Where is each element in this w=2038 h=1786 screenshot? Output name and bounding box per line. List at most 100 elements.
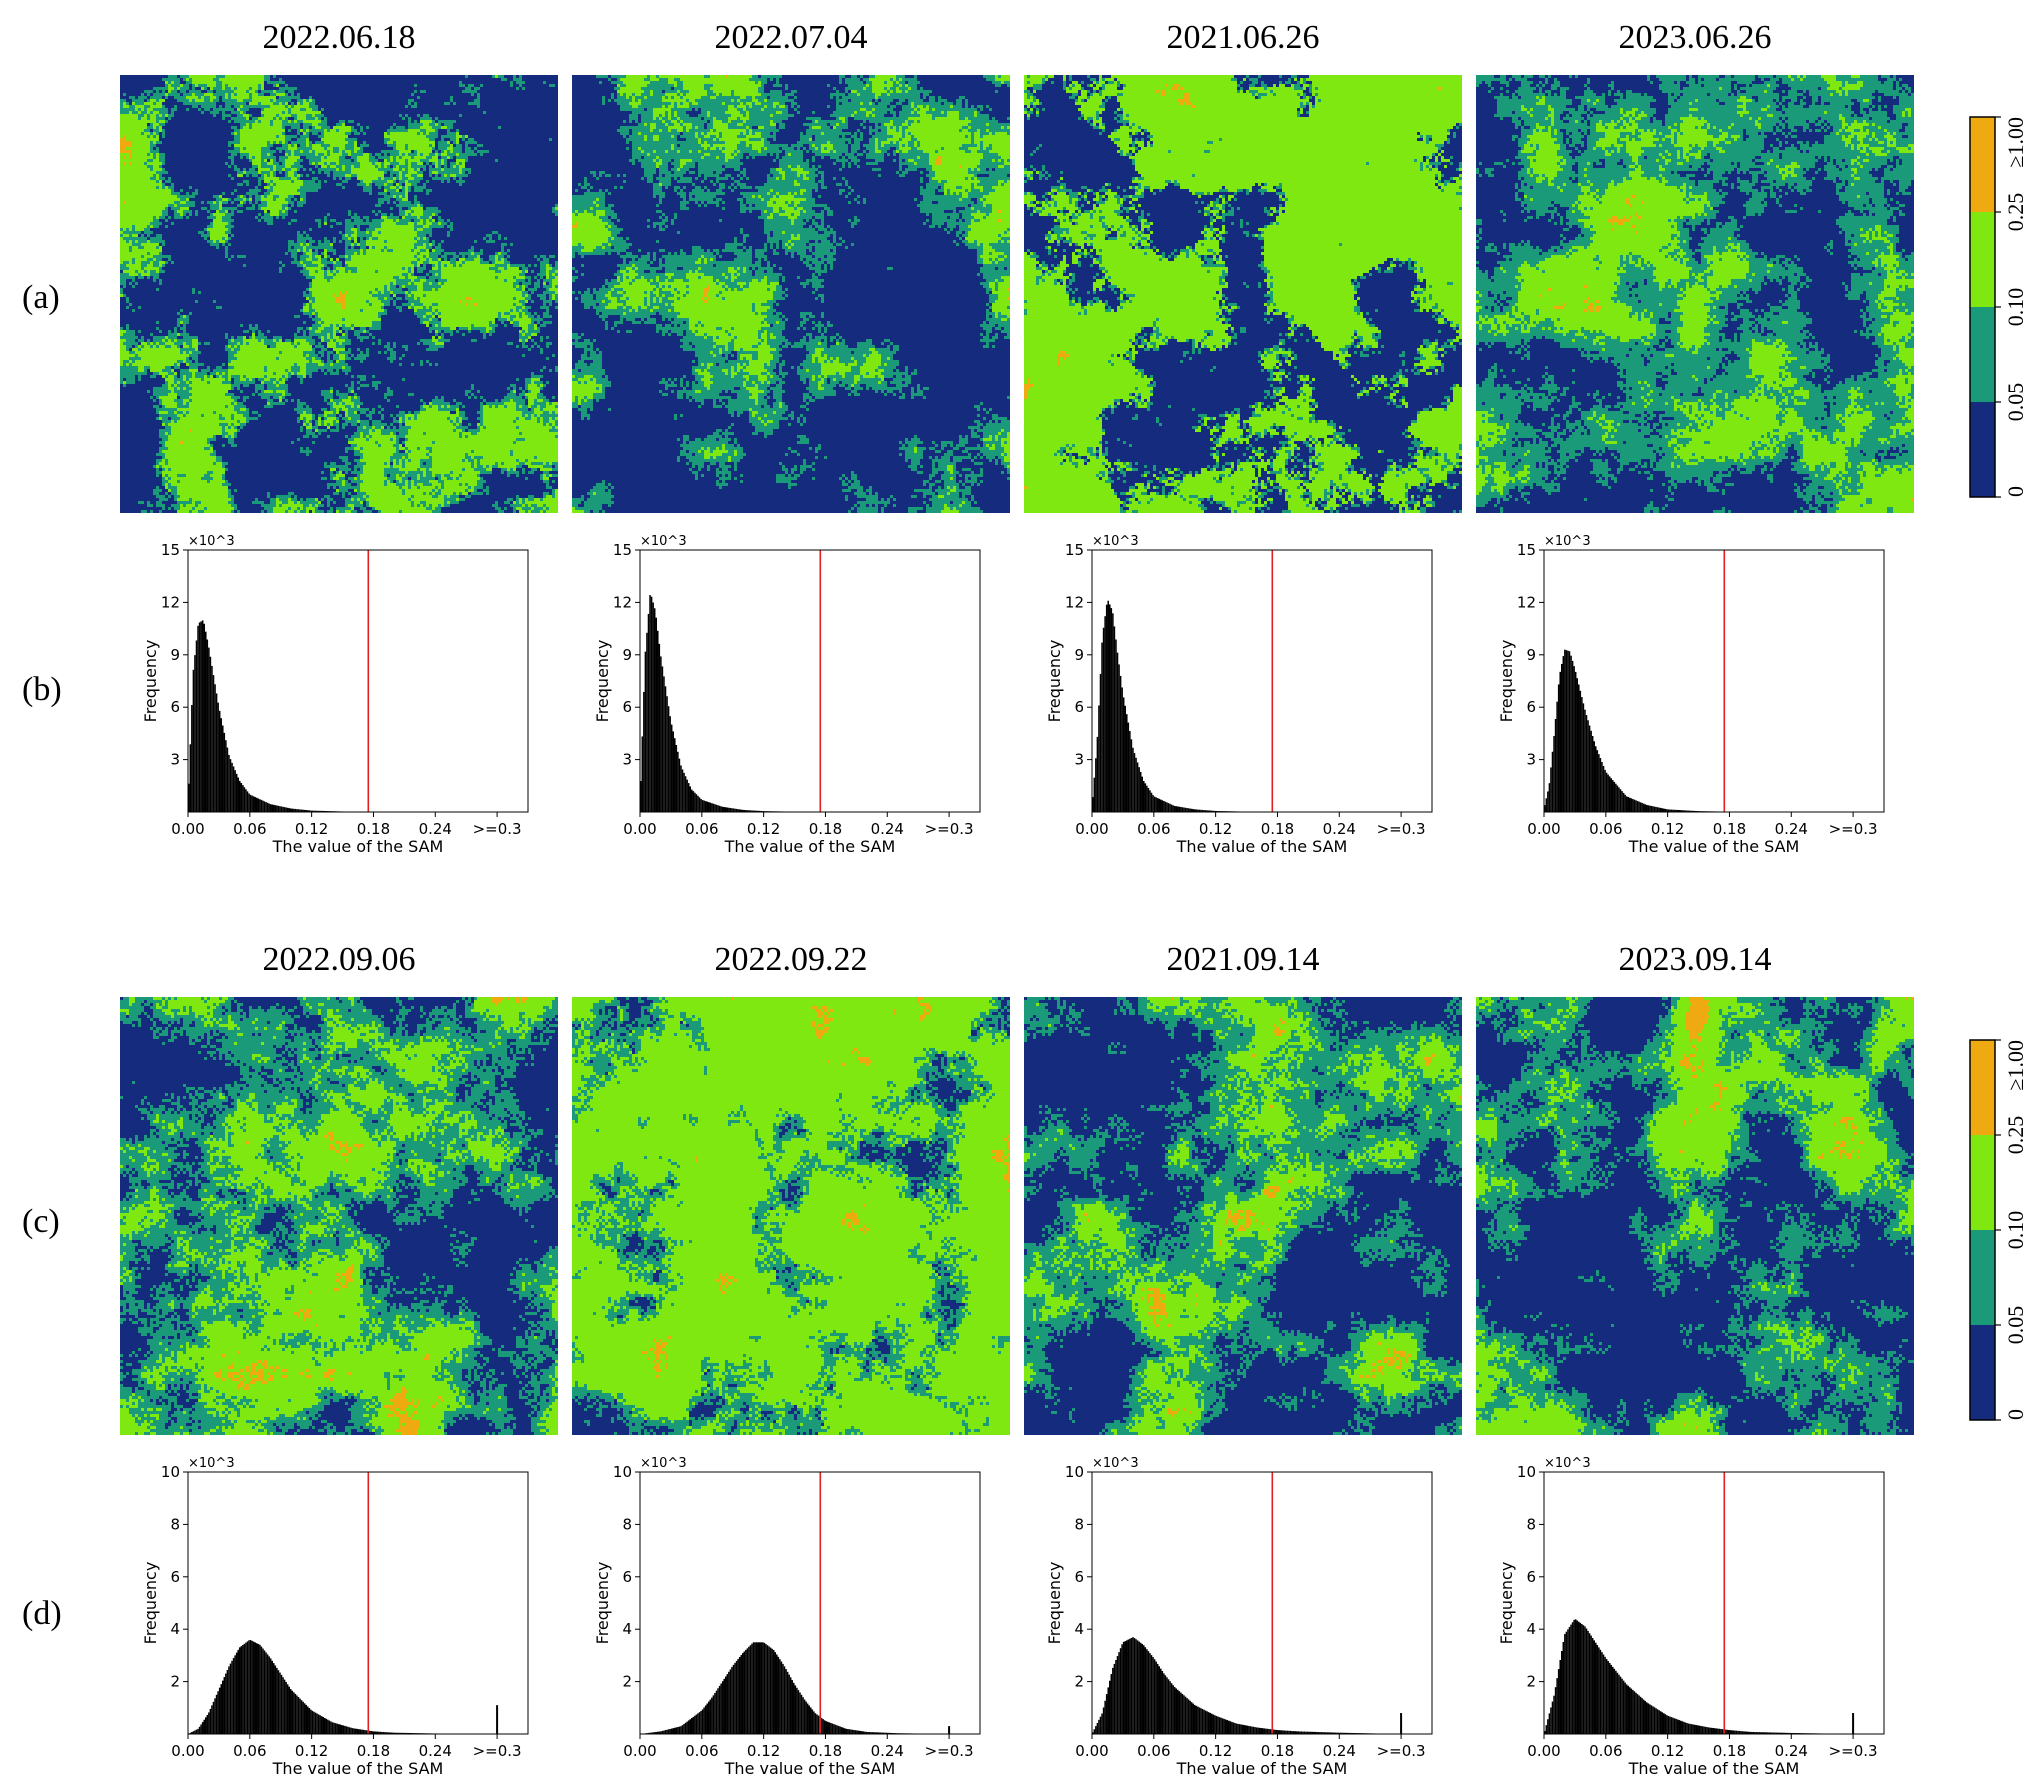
histogram-bar bbox=[745, 810, 747, 812]
histogram-bar bbox=[252, 1641, 255, 1734]
histogram-bar bbox=[732, 1664, 735, 1734]
histogram-bar bbox=[1619, 1676, 1622, 1734]
histogram-bar bbox=[644, 651, 647, 812]
histogram-bar bbox=[1110, 1674, 1113, 1734]
plot-frame bbox=[187, 549, 529, 813]
histogram-bar bbox=[314, 1712, 317, 1734]
x-tick-label: 0.06 bbox=[1589, 820, 1622, 838]
histogram-bar bbox=[850, 1729, 852, 1734]
histogram-bar bbox=[1184, 1696, 1187, 1734]
histogram-bar bbox=[1610, 778, 1612, 812]
histogram-bar bbox=[308, 810, 311, 812]
x-tick-label: 0.06 bbox=[685, 820, 718, 838]
histogram-bar bbox=[711, 803, 713, 812]
histogram-bar bbox=[285, 807, 287, 812]
histogram-bar bbox=[1129, 1638, 1131, 1734]
histogram-bar bbox=[1663, 808, 1665, 812]
histogram-bar bbox=[655, 1731, 657, 1734]
histogram-bar bbox=[1556, 1678, 1558, 1734]
histogram-bar bbox=[316, 810, 318, 812]
histogram-bar bbox=[1545, 1725, 1548, 1734]
histogram-bar bbox=[191, 1732, 193, 1734]
y-axis-label: Frequency bbox=[1497, 640, 1516, 723]
histogram-bar bbox=[1266, 1728, 1269, 1734]
y-tick-label: 9 bbox=[622, 646, 632, 664]
histogram-bar bbox=[1201, 809, 1204, 812]
colorbar-tick-label: 0.25 bbox=[2003, 193, 2028, 232]
histogram-bar bbox=[820, 1717, 823, 1734]
histogram-bar bbox=[286, 807, 289, 812]
histogram-bar bbox=[1588, 725, 1591, 812]
histogram-bar bbox=[361, 1729, 363, 1734]
histogram-overflow-bar bbox=[496, 1705, 499, 1734]
y-tick-label: 10 bbox=[1065, 1463, 1084, 1481]
histogram-bar bbox=[1092, 797, 1094, 812]
histogram-bar bbox=[887, 1732, 889, 1734]
plot-frame bbox=[639, 549, 981, 813]
histogram-bar bbox=[1704, 1726, 1707, 1734]
histogram-bar bbox=[297, 809, 300, 812]
histogram-bars bbox=[188, 620, 448, 812]
histogram-bar bbox=[1122, 697, 1125, 812]
x-tick-label: 0.18 bbox=[357, 820, 390, 838]
histogram-bar bbox=[1646, 1702, 1648, 1734]
histogram-bar bbox=[1299, 1731, 1301, 1734]
histogram-bar bbox=[336, 1723, 338, 1734]
histogram-bar bbox=[1345, 1732, 1347, 1734]
colorbar-tick-label: ≥1.00 bbox=[2003, 1040, 2028, 1091]
histogram-bar bbox=[1669, 1716, 1671, 1734]
histogram-bar bbox=[1143, 1645, 1145, 1734]
histogram-bar bbox=[1613, 1668, 1616, 1734]
histogram-bar bbox=[763, 1642, 766, 1734]
histogram-bar bbox=[1735, 1730, 1738, 1734]
date-title-5: 2022.09.06 bbox=[120, 940, 558, 980]
histogram-bar bbox=[1173, 805, 1176, 812]
histogram-bar bbox=[1322, 1732, 1324, 1734]
histogram-bar bbox=[1607, 1660, 1609, 1734]
histogram-bar bbox=[657, 1731, 659, 1734]
histogram-bar bbox=[310, 810, 312, 812]
histogram-bar bbox=[1099, 1716, 1102, 1734]
histogram-bar bbox=[1092, 1732, 1094, 1734]
histogram-bar bbox=[1732, 1730, 1735, 1734]
histogram-bar bbox=[1621, 791, 1623, 812]
histogram-bar bbox=[1559, 1660, 1561, 1734]
histogram-bar bbox=[1774, 1732, 1776, 1734]
histogram-bar bbox=[1289, 1730, 1292, 1734]
histogram-bar bbox=[1109, 1680, 1111, 1734]
histogram-bar bbox=[1587, 720, 1589, 812]
histogram-bar bbox=[837, 1725, 840, 1734]
histogram-bar bbox=[881, 1732, 883, 1734]
histogram-bar bbox=[808, 1705, 810, 1734]
histogram-bar bbox=[735, 808, 738, 812]
histogram-bar bbox=[282, 806, 284, 812]
y-multiplier: ×10^3 bbox=[188, 534, 235, 549]
histogram-bar bbox=[1775, 1732, 1778, 1734]
histogram-bar bbox=[1237, 1723, 1239, 1734]
histogram-bar bbox=[857, 1730, 860, 1734]
histogram-bar bbox=[266, 802, 269, 812]
x-tick-label: 0.12 bbox=[747, 1742, 780, 1760]
histogram-bar bbox=[1166, 802, 1168, 812]
y-tick-label: 2 bbox=[1074, 1673, 1084, 1691]
histogram-bar bbox=[1618, 787, 1620, 812]
histogram-bar bbox=[721, 806, 724, 812]
histogram-bar bbox=[1768, 1732, 1770, 1734]
y-multiplier: ×10^3 bbox=[1092, 1456, 1139, 1471]
histogram-bar bbox=[649, 595, 651, 812]
histogram-bar bbox=[876, 1732, 878, 1734]
histogram-bar bbox=[749, 1645, 752, 1734]
histogram-bar bbox=[1112, 1667, 1114, 1734]
histogram-bar bbox=[271, 1660, 273, 1734]
histogram-bar bbox=[1757, 1732, 1759, 1734]
histogram-bar bbox=[1613, 781, 1616, 812]
histogram-bar bbox=[274, 805, 277, 812]
histogram-bar bbox=[1150, 1655, 1153, 1734]
x-tick-label: 0.00 bbox=[1075, 1742, 1108, 1760]
histogram-bar bbox=[1636, 1694, 1639, 1734]
histogram-bar bbox=[840, 1727, 843, 1734]
y-tick-label: 6 bbox=[1074, 1568, 1084, 1586]
histogram-bar bbox=[1294, 1731, 1296, 1734]
histogram: 0.00 0.06 0.12 0.18 0.24 >=0.3 2 4 6 8 10 ×10^3 The … bbox=[1497, 1456, 1885, 1778]
histogram-bar bbox=[1215, 810, 1218, 812]
